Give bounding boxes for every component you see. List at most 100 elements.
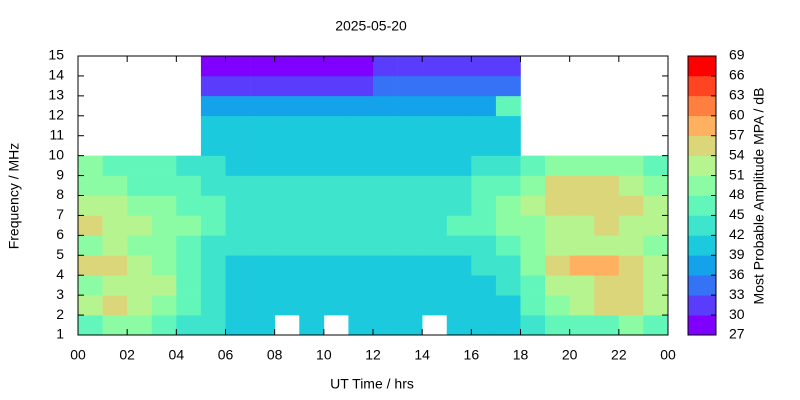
colorbar-label: Most Probable Amplitude MPA / dB xyxy=(751,88,767,305)
heatmap-cell xyxy=(471,155,497,176)
heatmap-cell xyxy=(569,175,595,196)
heatmap-cell xyxy=(397,295,423,316)
heatmap-cell xyxy=(495,295,521,316)
heatmap-cell xyxy=(471,56,497,77)
heatmap-cell xyxy=(643,195,669,216)
y-tick-label: 4 xyxy=(56,266,64,282)
heatmap-cell xyxy=(274,115,300,137)
colorbar-band xyxy=(688,175,716,196)
heatmap-cell xyxy=(373,255,398,276)
heatmap-cell xyxy=(471,75,497,97)
heatmap-cell xyxy=(422,155,448,176)
heatmap-cell xyxy=(274,195,300,216)
heatmap-cell xyxy=(225,175,251,196)
heatmap-cell xyxy=(176,295,202,316)
heatmap-cell xyxy=(422,95,448,117)
heatmap-cell xyxy=(225,155,251,176)
heatmap-cell xyxy=(274,155,300,176)
heatmap-cell xyxy=(299,56,325,77)
colorbar-band xyxy=(688,95,716,117)
heatmap-cell xyxy=(323,155,349,176)
heatmap-cell xyxy=(397,75,423,97)
colorbar-tick-label: 48 xyxy=(729,186,745,202)
heatmap-cell xyxy=(323,195,349,216)
heatmap-cell xyxy=(373,175,398,196)
heatmap-cell xyxy=(274,56,300,77)
heatmap-cell xyxy=(618,195,644,216)
heatmap-cell xyxy=(446,255,472,276)
heatmap-cell xyxy=(446,195,472,216)
heatmap-cell xyxy=(446,275,472,296)
y-tick-label: 2 xyxy=(56,306,64,322)
heatmap-cell xyxy=(299,195,325,216)
y-tick-label: 11 xyxy=(49,126,64,142)
heatmap-cell xyxy=(545,295,570,316)
heatmap-cell xyxy=(176,175,202,196)
heatmap-cell xyxy=(299,115,325,137)
heatmap-cell xyxy=(373,275,398,296)
heatmap-cell xyxy=(250,175,275,196)
heatmap-cell xyxy=(250,195,275,216)
heatmap-cell xyxy=(643,295,669,316)
heatmap-cell xyxy=(594,275,620,296)
heatmap-cell xyxy=(102,235,128,256)
heatmap-cell xyxy=(151,155,177,176)
heatmap-cell xyxy=(495,115,521,137)
heatmap-cell xyxy=(422,235,448,256)
heatmap-cell xyxy=(151,195,177,216)
heatmap-cell xyxy=(569,155,595,176)
heatmap-cell xyxy=(176,315,202,336)
heatmap-cell xyxy=(446,95,472,117)
heatmap-cell xyxy=(446,75,472,97)
x-tick-label: 22 xyxy=(611,347,627,363)
colorbar-band xyxy=(688,135,716,156)
heatmap-cell xyxy=(274,215,300,236)
heatmap-cell xyxy=(520,215,546,236)
heatmap-cell xyxy=(299,155,325,176)
heatmap-cell xyxy=(250,235,275,256)
heatmap-cell xyxy=(520,275,546,296)
chart-title: 2025-05-20 xyxy=(335,18,407,34)
x-tick-label: 18 xyxy=(513,347,529,363)
heatmap-cell xyxy=(102,155,128,176)
heatmap-cell xyxy=(78,215,103,236)
heatmap-cell xyxy=(422,275,448,296)
heatmap-cell xyxy=(446,56,472,77)
heatmap-cell xyxy=(618,155,644,176)
y-axis-label: Frequency / MHz xyxy=(6,143,22,250)
heatmap-cell xyxy=(78,195,103,216)
heatmap-cell xyxy=(348,175,374,196)
heatmap-cell xyxy=(545,175,570,196)
heatmap-cell xyxy=(102,215,128,236)
heatmap-cell xyxy=(78,175,103,196)
heatmap-cell xyxy=(520,235,546,256)
heatmap-cell xyxy=(373,315,398,336)
heatmap-cell xyxy=(348,75,374,97)
heatmap-cell xyxy=(643,175,669,196)
heatmap-cell xyxy=(348,135,374,156)
heatmap-cell xyxy=(397,175,423,196)
heatmap-cell xyxy=(225,295,251,316)
heatmap-cell xyxy=(594,215,620,236)
heatmap-cell xyxy=(422,75,448,97)
heatmap-cell xyxy=(397,275,423,296)
colorbar-tick-label: 42 xyxy=(729,226,745,242)
heatmap-cell xyxy=(225,115,251,137)
colorbar-band xyxy=(688,56,716,77)
heatmap-cell xyxy=(471,295,497,316)
heatmap-cell xyxy=(250,95,275,117)
heatmap-cell xyxy=(618,175,644,196)
heatmap-cell xyxy=(225,275,251,296)
heatmap-cell xyxy=(397,135,423,156)
colorbar-band xyxy=(688,115,716,137)
heatmap-cell xyxy=(545,235,570,256)
heatmap-cell xyxy=(373,115,398,137)
heatmap-cell xyxy=(200,195,226,216)
heatmap-cell xyxy=(495,315,521,336)
heatmap-cell xyxy=(299,75,325,97)
heatmap-cell xyxy=(127,255,153,276)
heatmap-cell xyxy=(200,75,226,97)
heatmap-cell xyxy=(373,235,398,256)
heatmap-cell xyxy=(274,135,300,156)
